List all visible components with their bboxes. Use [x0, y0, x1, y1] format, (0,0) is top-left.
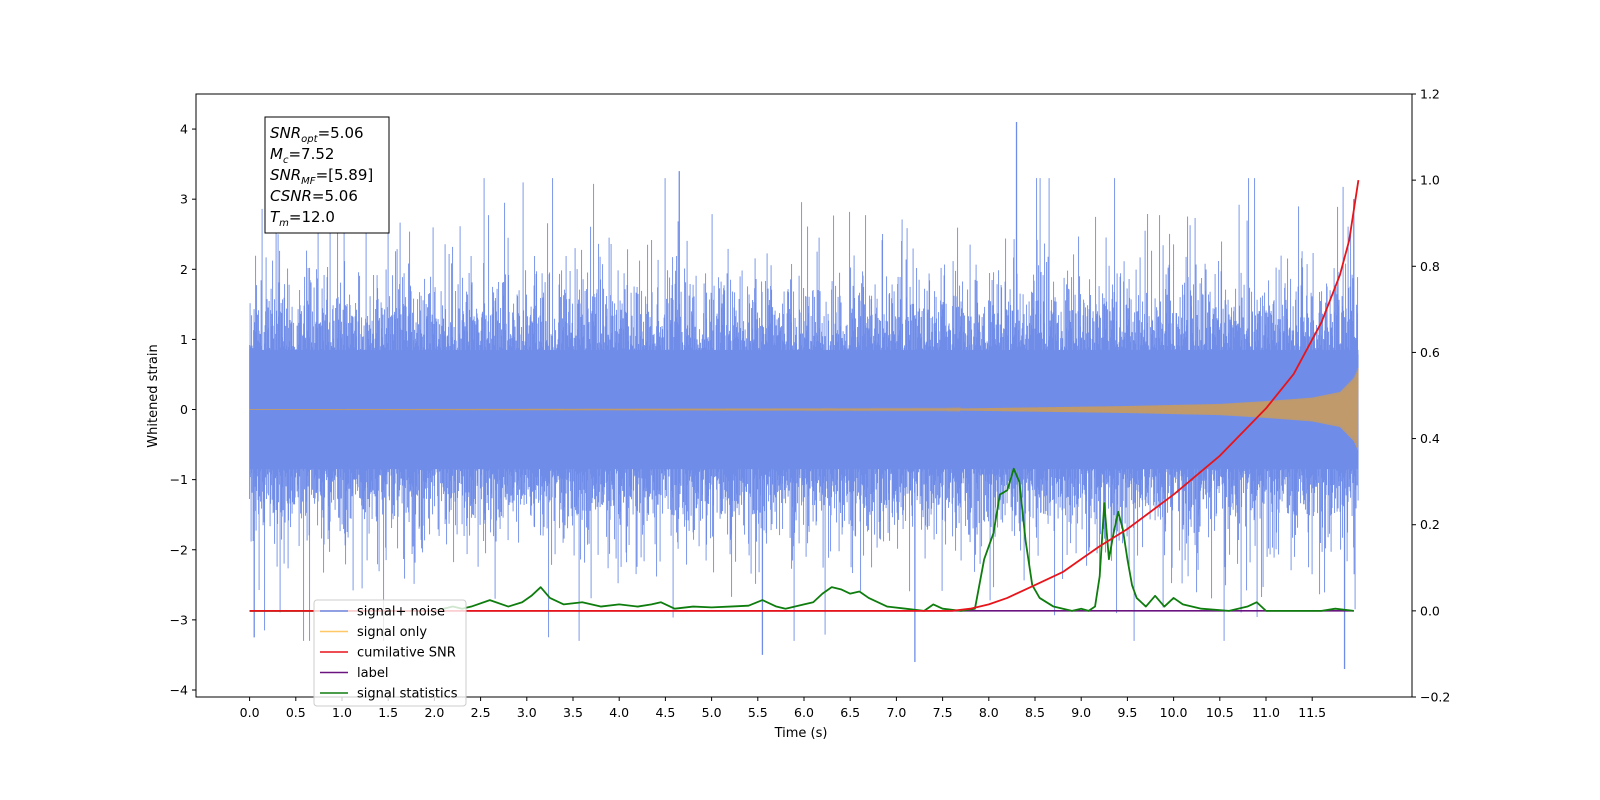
x-tick-label: 4.5 [655, 705, 675, 720]
y-tick-label: 0 [180, 402, 188, 417]
cumulative-snr-series-layer [249, 180, 1360, 612]
x-tick-label: 5.5 [748, 705, 768, 720]
x-tick-label: 0.0 [240, 705, 260, 720]
x-tick-label: 11.5 [1298, 705, 1326, 720]
y-tick-label: −1 [170, 472, 188, 487]
legend-label: signal only [357, 625, 427, 640]
legend: signal+ noise signal only cumilative SNR la… [313, 599, 467, 707]
legend-label: label [357, 666, 388, 681]
statistics-series-layer [249, 467, 1354, 612]
signal-only-line [249, 368, 1359, 450]
annotation-line: Tm=12.0 [270, 208, 335, 229]
legend-label: signal+ noise [357, 605, 445, 620]
y-tick-label: 2 [180, 262, 188, 277]
x-tick-label: 9.5 [1117, 705, 1137, 720]
x-tick-label: 0.5 [286, 705, 306, 720]
legend-label: signal statistics [357, 687, 458, 702]
signal-series-layer [249, 368, 1359, 450]
x-tick-label: 8.5 [1025, 705, 1045, 720]
x-tick-label: 10.5 [1206, 705, 1234, 720]
y-axis-label: Whitened strain [146, 344, 161, 447]
x-tick-label: 8.0 [979, 705, 999, 720]
x-axis-label: Time (s) [774, 726, 828, 741]
x-axis-ticks: 0.0 0.5 1.0 1.5 2.0 2.5 3.0 3.5 4.0 4.5 5.0 5.5 6.0 6… [240, 697, 1326, 720]
x-tick-label: 6.5 [840, 705, 860, 720]
legend-label: cumilative SNR [357, 646, 456, 661]
x-tick-label: 2.0 [424, 705, 444, 720]
annotation-frame [264, 116, 390, 234]
y-tick-label: −3 [170, 612, 188, 627]
y-tick-label: 1 [180, 332, 188, 347]
y-tick-label: −2 [170, 542, 188, 557]
x-tick-label: 3.0 [517, 705, 537, 720]
x-tick-label: 4.0 [609, 705, 629, 720]
right-y-tick-label: 1.0 [1420, 173, 1440, 188]
x-tick-label: 10.0 [1160, 705, 1188, 720]
right-y-tick-label: 0.4 [1420, 431, 1440, 446]
legend-frame [313, 599, 467, 707]
right-y-axis-ticks: 1.2 1.0 0.8 0.6 0.4 0.2 0.0 −0.2 [1412, 87, 1450, 705]
x-tick-label: 6.0 [794, 705, 814, 720]
left-y-axis-ticks: 4 3 2 1 0 −1 −2 −3 −4 [170, 122, 196, 697]
right-y-tick-label: 0.2 [1420, 517, 1440, 532]
annotation-line: SNRMF=[5.89] [270, 166, 373, 187]
signal-statistics-line [249, 467, 1354, 612]
right-y-tick-label: 0.8 [1420, 259, 1440, 274]
annotation-line: SNRopt=5.06 [270, 124, 364, 145]
x-tick-label: 7.0 [886, 705, 906, 720]
annotation-line: CSNR=5.06 [270, 187, 358, 205]
x-tick-label: 1.5 [378, 705, 398, 720]
x-tick-label: 1.0 [332, 705, 352, 720]
x-tick-label: 5.0 [702, 705, 722, 720]
y-tick-label: 4 [180, 122, 188, 137]
x-tick-label: 9.0 [1071, 705, 1091, 720]
noise-series-layer [249, 122, 1359, 669]
x-tick-label: 7.5 [933, 705, 953, 720]
right-y-tick-label: 1.2 [1420, 87, 1440, 102]
cumulative-snr-line [249, 180, 1360, 612]
annotation-line: Mc=7.52 [270, 145, 334, 166]
x-tick-label: 2.5 [471, 705, 491, 720]
x-tick-label: 11.0 [1252, 705, 1280, 720]
y-tick-label: −4 [170, 682, 188, 697]
x-tick-label: 3.5 [563, 705, 583, 720]
right-y-tick-label: 0.6 [1420, 345, 1440, 360]
y-tick-label: 3 [180, 192, 188, 207]
right-y-tick-label: 0.0 [1420, 603, 1440, 618]
right-y-tick-label: −0.2 [1420, 690, 1450, 705]
